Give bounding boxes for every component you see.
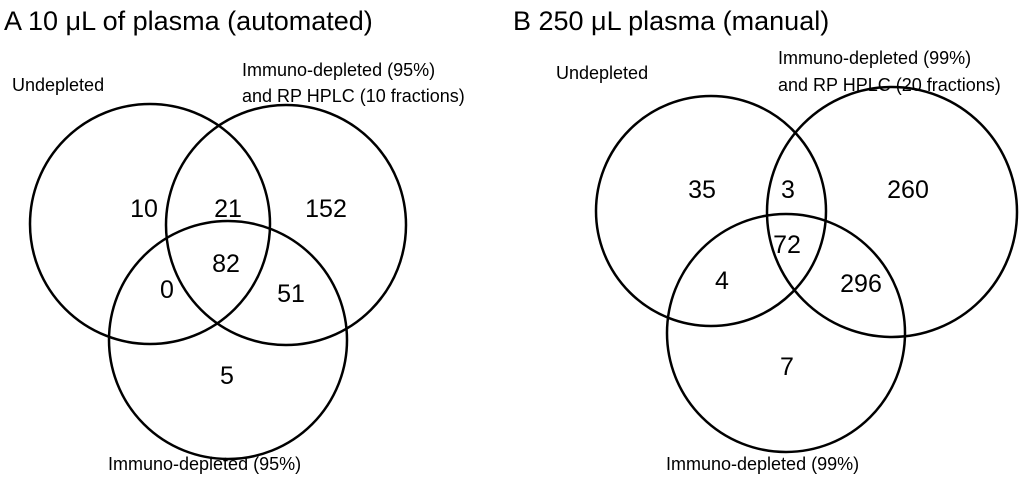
panel-a-region-2-3: 51 [277,280,305,308]
panel-b-set3-circle [665,212,907,454]
panel-b-set2-circle [765,85,1019,339]
panel-a-region-only-3: 5 [220,362,234,390]
panel-b-region-only-3: 7 [780,353,794,381]
panel-a-set3-circle [107,219,349,461]
venn-panel-a: A 10 μL of plasma (automated) Undepleted… [4,6,465,474]
panel-b-region-1-2: 3 [781,176,795,204]
panel-a-region-only-1: 10 [130,195,158,223]
panel-a-set3-label: Immuno-depleted (95%) [108,454,301,474]
panel-b-set1-circle [594,94,828,328]
panel-b-region-2-3: 296 [840,270,882,298]
panel-a-set1-label: Undepleted [12,75,104,95]
panel-b-region-1-2-3: 72 [773,231,801,259]
panel-a-set2-label-line1: Immuno-depleted (95%) [242,60,435,80]
panel-a-set2-label-line2: and RP HPLC (10 fractions) [242,86,465,106]
panel-b-set1-label: Undepleted [556,63,648,83]
panel-b-region-only-2: 260 [887,176,929,204]
panel-b-set3-label: Immuno-depleted (99%) [666,454,859,474]
panel-a-title: A 10 μL of plasma (automated) [4,6,373,36]
panel-b-region-1-3: 4 [715,267,729,295]
panel-b-title: B 250 μL plasma (manual) [513,6,829,36]
panel-a-region-1-3: 0 [160,276,174,304]
panel-b-region-only-1: 35 [688,176,716,204]
panel-b-set2-label-line2: and RP HPLC (20 fractions) [778,75,1001,95]
panel-a-set1-circle [28,102,272,346]
venn-panel-b: B 250 μL plasma (manual) Undepleted Immu… [513,6,1019,474]
panel-a-region-1-2-3: 82 [212,250,240,278]
panel-a-region-only-2: 152 [305,195,347,223]
panel-a-set2-circle [164,103,408,347]
panel-a-region-1-2: 21 [214,195,242,223]
panel-b-set2-label-line1: Immuno-depleted (99%) [778,48,971,68]
